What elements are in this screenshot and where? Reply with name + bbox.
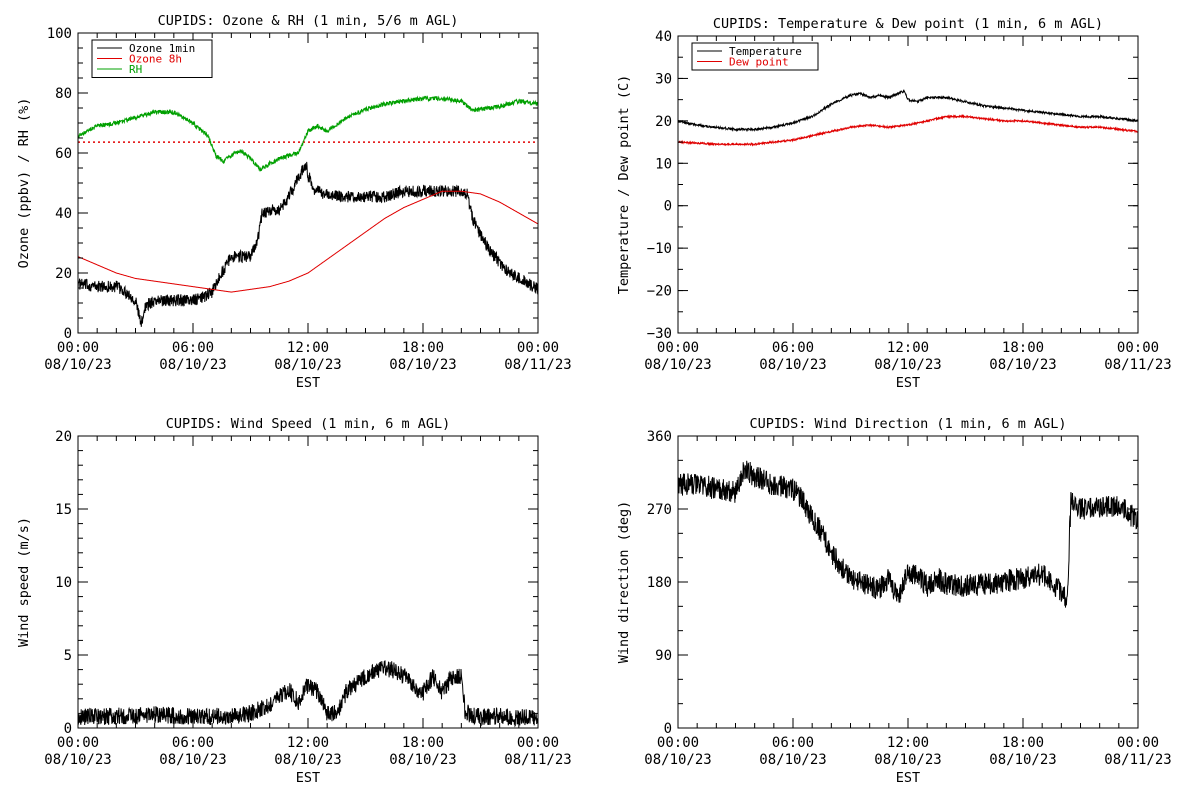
y-tick-label: 0 [664,721,672,737]
x-tick-time: 12:00 [887,340,929,356]
y-tick-label: 10 [655,156,672,172]
legend-box [91,39,213,78]
legend-entry: Ozone 8h [129,53,182,66]
x-tick-time: 18:00 [402,735,444,751]
y-tick-label: 100 [47,26,72,42]
y-tick-label: 90 [655,648,672,664]
x-tick-date: 08/10/23 [874,357,941,373]
x-tick-time: 00:00 [517,735,559,751]
y-tick-label: 20 [55,429,72,445]
y-tick-label: 270 [647,502,672,518]
y-tick-label: −20 [647,284,672,300]
chart-title: CUPIDS: Ozone & RH (1 min, 5/6 m AGL) [158,13,459,29]
x-tick-date: 08/10/23 [644,752,711,768]
legend-entry: Dew point [729,56,789,69]
y-tick-label: 40 [55,206,72,222]
x-tick-time: 12:00 [887,735,929,751]
x-tick-date: 08/10/23 [159,357,226,373]
y-tick-label: 0 [64,721,72,737]
series-line-temperature [678,89,1138,132]
y-axis-label: Wind direction (deg) [616,501,632,664]
x-tick-date: 08/10/23 [44,357,111,373]
legend-entry: RH [129,63,142,76]
y-tick-label: 0 [664,199,672,215]
x-tick-time: 00:00 [1117,735,1159,751]
y-axis-label: Temperature / Dew point (C) [616,75,632,294]
x-tick-date: 08/10/23 [759,357,826,373]
x-tick-time: 18:00 [402,340,444,356]
y-tick-label: 10 [55,575,72,591]
chart-panel-1: 02040608010000:0008/10/2306:0008/10/2312… [16,13,572,391]
x-tick-date: 08/10/23 [759,752,826,768]
y-tick-label: 0 [64,326,72,342]
x-tick-date: 08/10/23 [874,752,941,768]
x-tick-date: 08/11/23 [1104,752,1171,768]
legend-entry: Temperature [729,45,802,58]
legend-box [691,42,819,71]
x-axis-label: EST [896,375,920,391]
x-axis-label: EST [296,770,320,786]
y-tick-label: 360 [647,429,672,445]
series-line-ozone-8h [78,190,538,293]
x-tick-date: 08/11/23 [504,357,571,373]
x-tick-date: 08/10/23 [389,357,456,373]
x-axis-label: EST [896,770,920,786]
chart-panel-4: 09018027036000:0008/10/2306:0008/10/2312… [616,416,1172,786]
y-tick-label: 20 [55,266,72,282]
x-tick-time: 18:00 [1002,340,1044,356]
y-tick-label: 5 [64,648,72,664]
x-tick-date: 08/10/23 [989,752,1056,768]
x-tick-time: 06:00 [772,735,814,751]
chart-title: CUPIDS: Wind Direction (1 min, 6 m AGL) [750,416,1067,432]
x-tick-date: 08/11/23 [1104,357,1171,373]
x-tick-time: 00:00 [1117,340,1159,356]
x-tick-time: 12:00 [287,340,329,356]
series-line-ozone-1min [78,161,538,327]
series-line-1 [78,660,538,728]
series-line-1 [678,460,1138,608]
x-tick-date: 08/11/23 [504,752,571,768]
y-tick-label: 60 [55,146,72,162]
x-tick-time: 00:00 [517,340,559,356]
y-tick-label: −30 [647,326,672,342]
x-tick-date: 08/10/23 [159,752,226,768]
x-tick-time: 00:00 [57,735,99,751]
series-line-dew-point [678,114,1138,147]
x-axis-label: EST [296,375,320,391]
x-tick-date: 08/10/23 [989,357,1056,373]
y-tick-label: 80 [55,86,72,102]
x-tick-time: 00:00 [657,735,699,751]
y-tick-label: 15 [55,502,72,518]
x-tick-time: 06:00 [772,340,814,356]
x-tick-time: 06:00 [172,340,214,356]
x-tick-time: 00:00 [57,340,99,356]
legend-entry: Ozone 1min [129,42,195,55]
chart-title: CUPIDS: Temperature & Dew point (1 min, … [713,16,1103,32]
series-line-rh [78,95,538,173]
x-tick-date: 08/10/23 [274,752,341,768]
y-axis-label: Wind speed (m/s) [16,517,32,647]
y-tick-label: −10 [647,241,672,257]
x-tick-time: 00:00 [657,340,699,356]
y-axis-label: Ozone (ppbv) / RH (%) [16,98,32,269]
y-tick-label: 30 [655,71,672,87]
y-tick-label: 180 [647,575,672,591]
x-tick-date: 08/10/23 [274,357,341,373]
y-tick-label: 40 [655,29,672,45]
x-tick-time: 12:00 [287,735,329,751]
x-tick-time: 18:00 [1002,735,1044,751]
plot-frame [677,35,1139,334]
chart-panel-3: 0510152000:0008/10/2306:0008/10/2312:000… [16,416,572,786]
y-tick-label: 20 [655,114,672,130]
plot-frame [677,435,1139,729]
x-tick-time: 06:00 [172,735,214,751]
x-tick-date: 08/10/23 [389,752,456,768]
x-tick-date: 08/10/23 [644,357,711,373]
chart-title: CUPIDS: Wind Speed (1 min, 6 m AGL) [166,416,450,432]
x-tick-date: 08/10/23 [44,752,111,768]
chart-panel-2: −30−20−1001020304000:0008/10/2306:0008/1… [616,16,1172,391]
